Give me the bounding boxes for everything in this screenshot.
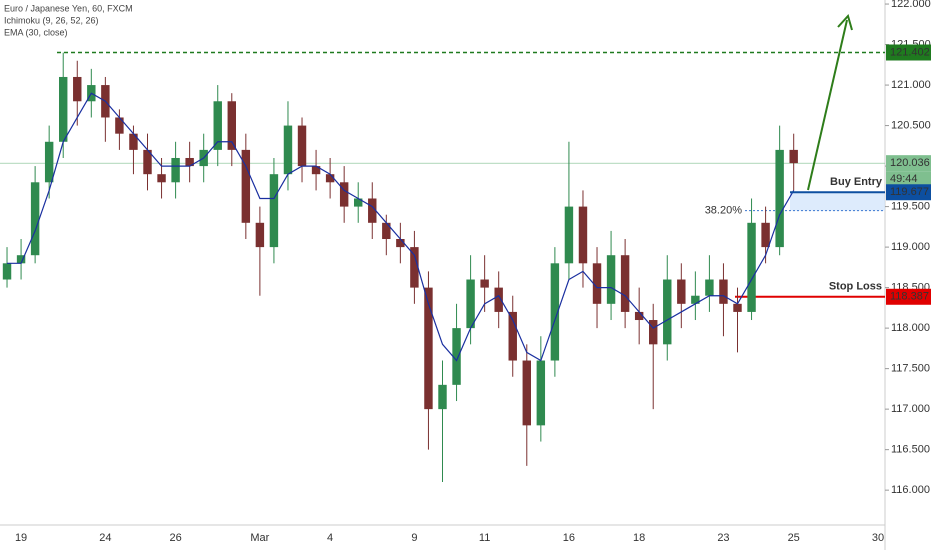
- y-tick-label: 117.500: [891, 363, 930, 375]
- candle-body: [143, 149, 152, 175]
- candle-body: [354, 198, 363, 207]
- countdown-label: 49:44: [890, 173, 918, 185]
- candle-body: [171, 157, 180, 183]
- candle-body: [2, 263, 12, 280]
- y-tick-label: 118.000: [891, 322, 930, 334]
- candle-body: [705, 279, 714, 296]
- buy-entry-box: [886, 184, 931, 201]
- candle-body: [634, 311, 644, 321]
- candle-body: [606, 255, 616, 304]
- candle-body: [59, 76, 68, 142]
- chart-title: Euro / Japanese Yen, 60, FXCM: [4, 3, 133, 13]
- buy-entry-label: Buy Entry: [830, 176, 883, 188]
- y-tick-label: 120.500: [891, 119, 931, 131]
- candle-body: [775, 149, 784, 248]
- candle-body: [691, 295, 700, 304]
- candle-body: [311, 166, 321, 175]
- candle-body: [44, 141, 54, 183]
- x-tick-label: 25: [788, 532, 800, 544]
- x-tick-label: 23: [717, 532, 729, 544]
- candle-body: [213, 101, 222, 150]
- x-tick-label: 19: [15, 532, 27, 544]
- y-tick-label: 119.500: [891, 201, 930, 213]
- x-tick-label: 24: [99, 532, 111, 544]
- candle-body: [438, 384, 447, 410]
- buy-zone: [790, 192, 885, 211]
- candle-body: [747, 222, 756, 312]
- stop-loss-label: 118.387: [890, 291, 929, 303]
- candle-body: [620, 255, 630, 312]
- candle-body: [115, 117, 124, 134]
- y-tick-label: 121.000: [891, 79, 931, 91]
- candle-body: [508, 311, 517, 361]
- x-tick-label: 26: [169, 532, 181, 544]
- candle-body: [649, 320, 658, 345]
- target-arrow: [807, 19, 848, 191]
- candle-body: [396, 239, 405, 248]
- y-tick-label: 119.000: [891, 241, 930, 253]
- candle-body: [368, 198, 377, 223]
- candle-body: [30, 182, 40, 256]
- indicator-label: EMA (30, close): [4, 27, 68, 37]
- ema-line: [7, 92, 795, 362]
- fib-label: 38.20%: [705, 205, 743, 217]
- x-tick-label: 4: [327, 532, 333, 544]
- x-tick-label: 9: [411, 532, 417, 544]
- candle-body: [410, 247, 419, 288]
- y-tick-label: 117.000: [891, 403, 930, 415]
- candle-body: [16, 255, 26, 264]
- candle-body: [564, 206, 574, 264]
- candle-body: [578, 206, 588, 264]
- candle-body: [382, 222, 391, 240]
- candle-body: [227, 101, 236, 150]
- last-price-label: 120.036: [890, 157, 930, 169]
- candle-body: [297, 125, 307, 167]
- resistance-box: [886, 44, 931, 61]
- candle-body: [424, 287, 433, 410]
- candle-body: [185, 157, 194, 167]
- candle-body: [157, 174, 166, 183]
- candle-body: [480, 279, 489, 288]
- stop-loss-label: Stop Loss: [829, 281, 882, 293]
- resistance-label: 121.402: [890, 46, 930, 58]
- candle-body: [241, 149, 251, 223]
- x-tick-label: 18: [633, 532, 645, 544]
- candle-body: [536, 360, 546, 426]
- x-tick-label: 11: [479, 532, 490, 544]
- candle-body: [283, 125, 293, 175]
- candle-body: [73, 76, 82, 102]
- candle-body: [129, 133, 138, 150]
- y-tick-label: 122.000: [891, 0, 931, 10]
- candle-body: [325, 174, 335, 183]
- candle-body: [255, 222, 265, 248]
- target-arrow-head: [837, 13, 853, 31]
- x-tick-label: Mar: [250, 532, 269, 544]
- x-tick-label: 16: [563, 532, 575, 544]
- y-tick-label: 116.000: [891, 484, 930, 496]
- indicator-label: Ichimoku (9, 26, 52, 26): [4, 15, 99, 25]
- buy-entry-label: 119.677: [890, 186, 929, 198]
- candle-body: [719, 279, 728, 304]
- candle-body: [663, 279, 672, 345]
- candle-body: [452, 328, 461, 385]
- candle-body: [789, 149, 798, 164]
- candle-body: [761, 222, 770, 248]
- candle-body: [494, 287, 503, 312]
- candle-body: [733, 303, 742, 312]
- stop-loss-box: [886, 288, 931, 305]
- candle-body: [466, 279, 475, 329]
- last-price-box: [886, 155, 931, 172]
- candle-body: [592, 263, 602, 304]
- candle-body: [522, 360, 531, 426]
- candle-body: [339, 182, 349, 207]
- x-tick-label: 30: [872, 532, 884, 544]
- countdown-box: [886, 171, 931, 188]
- candle-body: [269, 174, 279, 248]
- candle-body: [550, 263, 560, 361]
- candle-body: [677, 279, 686, 304]
- y-tick-label: 116.500: [891, 444, 930, 456]
